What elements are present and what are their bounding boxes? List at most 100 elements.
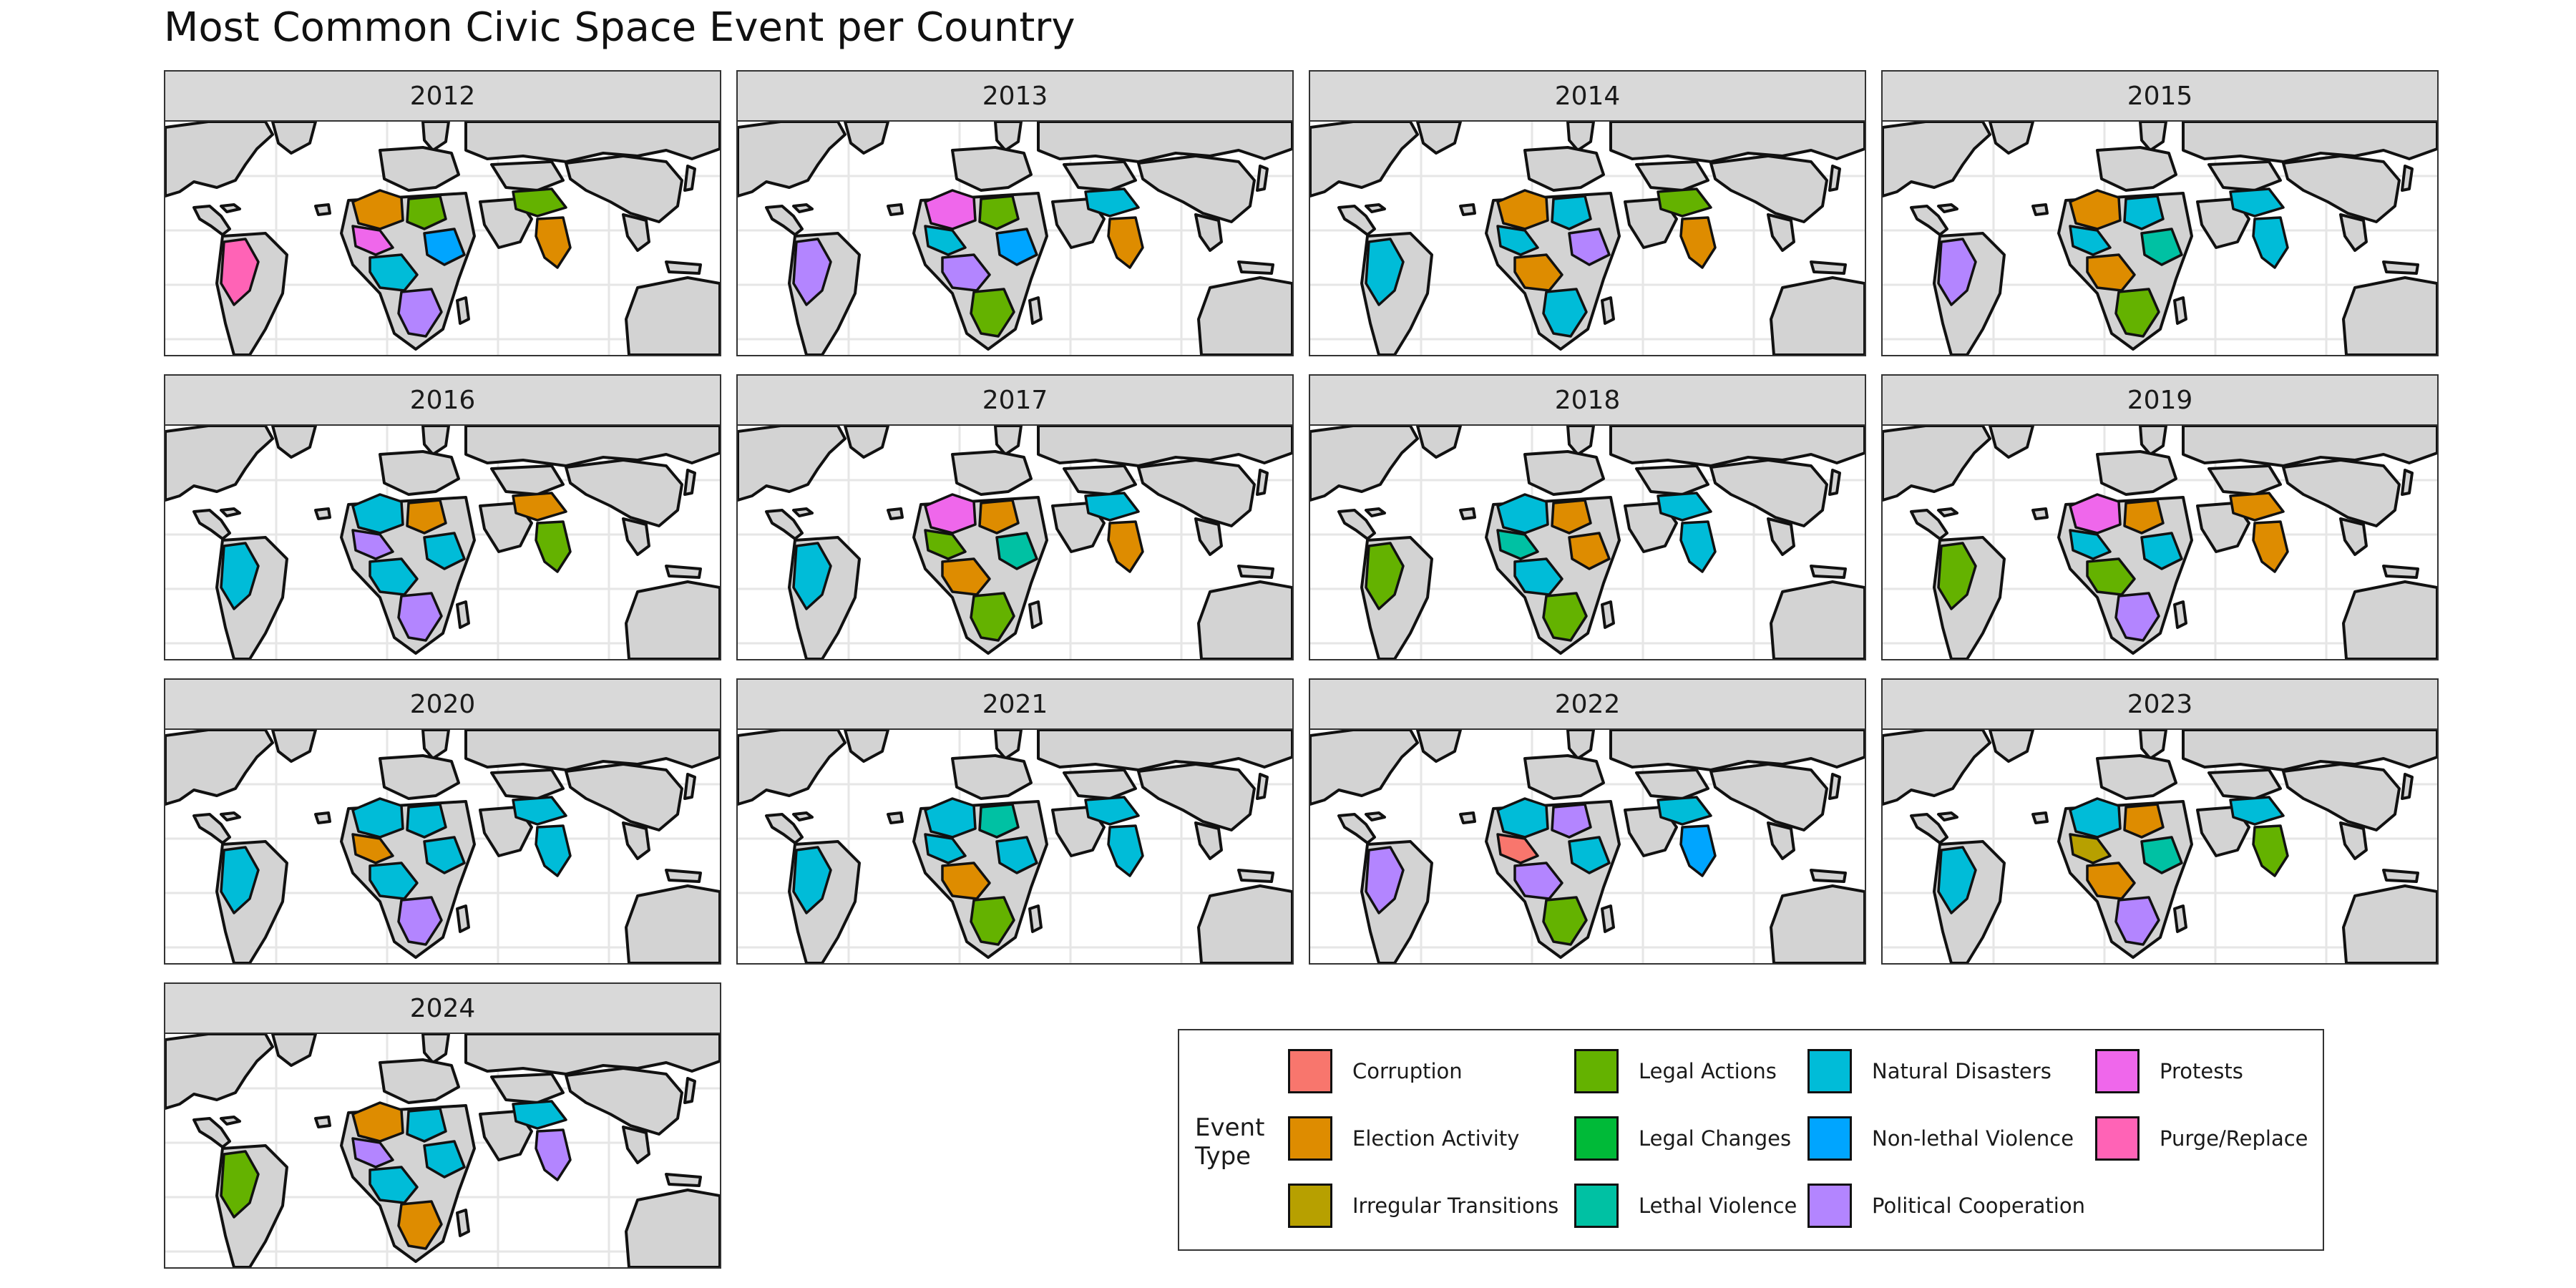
country-region-natural bbox=[1937, 846, 1977, 914]
world-map-2024 bbox=[165, 1034, 720, 1267]
land-shape bbox=[490, 464, 565, 496]
land-shape bbox=[2173, 904, 2187, 933]
facet-strip-label: 2024 bbox=[164, 982, 721, 1034]
country-region-natural bbox=[1657, 796, 1712, 826]
land-shape bbox=[1337, 813, 1376, 844]
land-shape bbox=[2182, 426, 2437, 467]
land-shape bbox=[1767, 517, 1795, 556]
land-shape bbox=[2173, 296, 2187, 325]
country-region-political bbox=[351, 529, 394, 560]
land-shape bbox=[421, 426, 450, 456]
land-shape bbox=[1310, 730, 1419, 806]
country-region-natural bbox=[351, 493, 404, 535]
facet-strip-label: 2020 bbox=[164, 678, 721, 730]
land-shape bbox=[765, 813, 804, 844]
land-shape bbox=[1028, 904, 1043, 933]
land-shape bbox=[2173, 600, 2187, 629]
land-shape bbox=[421, 730, 450, 760]
legend-label: Corruption bbox=[1352, 1059, 1463, 1083]
legend-label: Political Cooperation bbox=[1872, 1194, 2085, 1218]
country-region-election bbox=[512, 492, 567, 522]
land-shape bbox=[314, 1116, 331, 1128]
land-shape bbox=[421, 122, 450, 152]
country-region-political bbox=[1568, 228, 1611, 266]
country-region-legal_actions bbox=[1365, 542, 1405, 610]
legend-item-corruption: Corruption bbox=[1288, 1049, 1463, 1093]
land-shape bbox=[1459, 811, 1476, 824]
land-shape bbox=[738, 730, 847, 806]
land-shape bbox=[2139, 122, 2167, 152]
country-region-political bbox=[397, 592, 443, 642]
country-region-election bbox=[2123, 803, 2165, 839]
land-shape bbox=[1197, 884, 1292, 963]
country-region-legal_actions bbox=[924, 529, 967, 560]
country-region-political bbox=[535, 1128, 572, 1181]
land-shape bbox=[1828, 773, 1841, 800]
country-region-election bbox=[1107, 520, 1144, 573]
facet-map bbox=[1309, 424, 1866, 660]
land-shape bbox=[1601, 600, 1615, 629]
facet-map bbox=[164, 728, 721, 965]
country-region-natural bbox=[2229, 187, 2285, 218]
land-shape bbox=[1237, 260, 1274, 275]
country-region-natural bbox=[1084, 796, 1140, 826]
country-region-corruption bbox=[1496, 833, 1539, 864]
legend-title: Event Type bbox=[1195, 1113, 1265, 1171]
country-region-election bbox=[1679, 216, 1717, 269]
legend-item-purge: Purge/Replace bbox=[2095, 1116, 2308, 1161]
land-shape bbox=[765, 509, 804, 540]
country-region-political bbox=[1937, 238, 1977, 306]
facet-strip-label: 2017 bbox=[736, 374, 1294, 426]
land-shape bbox=[792, 507, 814, 517]
legend-label: Non-lethal Violence bbox=[1872, 1126, 2074, 1151]
land-shape bbox=[2031, 203, 2049, 216]
country-region-political bbox=[2114, 896, 2160, 946]
facet-strip-label: 2019 bbox=[1881, 374, 2439, 426]
country-events bbox=[1937, 492, 2289, 642]
country-region-irregular bbox=[2069, 833, 2112, 864]
country-events bbox=[792, 187, 1144, 338]
land-shape bbox=[765, 205, 804, 236]
land-shape bbox=[1194, 213, 1223, 252]
land-shape bbox=[792, 811, 814, 821]
legend-label: Legal Changes bbox=[1639, 1126, 1792, 1151]
land-shape bbox=[1137, 155, 1256, 223]
country-region-political bbox=[397, 288, 443, 338]
land-shape bbox=[738, 122, 847, 197]
land-shape bbox=[2182, 730, 2437, 771]
legend-label: Protests bbox=[2160, 1059, 2243, 1083]
country-region-political bbox=[2114, 592, 2160, 642]
land-shape bbox=[456, 296, 470, 325]
country-region-natural bbox=[2069, 797, 2122, 839]
land-shape bbox=[1635, 769, 1709, 800]
country-region-protests bbox=[924, 189, 977, 230]
land-shape bbox=[1828, 469, 1841, 496]
country-region-natural bbox=[1365, 238, 1405, 306]
legend-swatch bbox=[1574, 1049, 1619, 1093]
legend-item-legal_changes: Legal Changes bbox=[1574, 1116, 1791, 1161]
country-region-natural bbox=[1496, 493, 1549, 535]
land-shape bbox=[1256, 165, 1269, 192]
land-shape bbox=[1037, 426, 1292, 467]
country-region-legal_actions bbox=[978, 195, 1020, 230]
legend-item-legal_actions: Legal Actions bbox=[1574, 1049, 1777, 1093]
world-map-2022 bbox=[1310, 730, 1865, 963]
country-region-election bbox=[2069, 189, 2122, 230]
country-region-lethal bbox=[2140, 836, 2183, 874]
country-events bbox=[1365, 796, 1717, 946]
land-shape bbox=[1810, 260, 1847, 275]
country-region-legal_actions bbox=[535, 520, 572, 573]
legend-swatch bbox=[1288, 1116, 1332, 1161]
land-shape bbox=[1883, 122, 1991, 197]
country-region-legal_actions bbox=[970, 896, 1015, 946]
facet-panel-2021: 2021 bbox=[736, 678, 1294, 965]
land-shape bbox=[1989, 730, 2034, 763]
land-shape bbox=[1770, 884, 1865, 963]
land-shape bbox=[1770, 276, 1865, 355]
land-shape bbox=[738, 426, 847, 502]
land-shape bbox=[2382, 565, 2419, 579]
land-shape bbox=[379, 754, 460, 800]
country-events bbox=[1937, 796, 2289, 946]
country-region-election bbox=[535, 216, 572, 269]
land-shape bbox=[1770, 580, 1865, 659]
